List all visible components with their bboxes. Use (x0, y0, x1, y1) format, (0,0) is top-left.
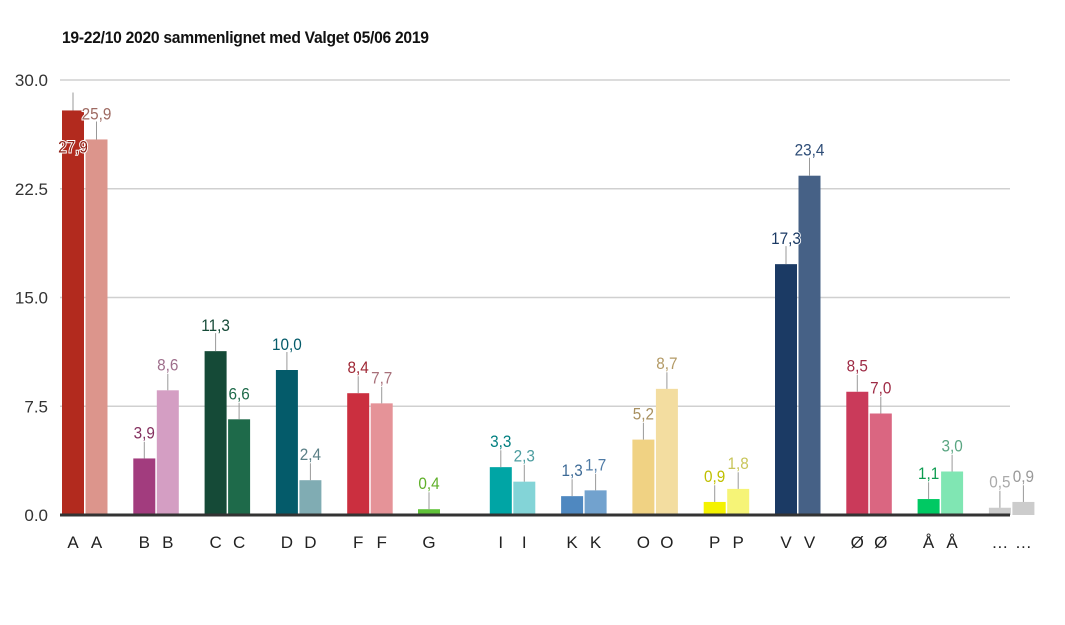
data-label: 0,9 (1013, 467, 1034, 486)
data-label: 0,4 (418, 474, 439, 493)
data-label: 1,1 (918, 464, 939, 483)
bar-P-2020[interactable] (703, 501, 726, 515)
data-label: 23,4 (795, 141, 825, 160)
data-label: 8,5 (847, 357, 868, 376)
data-label: 25,9 (82, 105, 112, 124)
data-label: 1,8 (728, 454, 749, 473)
bar-P-2019[interactable] (727, 488, 750, 515)
bar-…-2020[interactable] (988, 507, 1011, 515)
bar-C-2020[interactable] (204, 351, 227, 515)
bar-K-2020[interactable] (561, 496, 584, 515)
y-tick-label: 22.5 (15, 180, 48, 199)
x-tick-label: F (377, 533, 387, 552)
bar-K-2019[interactable] (584, 490, 607, 515)
bar-Ø-2020[interactable] (846, 391, 869, 515)
x-tick-label: A (91, 533, 103, 552)
x-tick-label: C (233, 533, 245, 552)
x-tick-label: K (590, 533, 602, 552)
data-label: 7,0 (870, 379, 891, 398)
bar-A-2020[interactable] (62, 110, 84, 515)
data-label: 11,3 (201, 316, 230, 335)
bar-V-2019[interactable] (798, 175, 821, 515)
data-label: 8,4 (348, 358, 369, 377)
bar-…-2019[interactable] (1012, 501, 1035, 515)
x-tick-label: A (67, 533, 79, 552)
data-label: 3,0 (941, 437, 962, 456)
x-tick-label: I (522, 533, 527, 552)
bar-Å-2019[interactable] (941, 471, 964, 516)
x-tick-label: Ø (874, 533, 887, 552)
data-label: 27,9 (58, 138, 88, 157)
x-tick-label: P (733, 533, 744, 552)
data-label: 2,3 (514, 447, 535, 466)
bar-F-2020[interactable] (347, 393, 370, 515)
data-label: 3,9 (134, 424, 155, 443)
bar-Ø-2019[interactable] (869, 413, 892, 516)
x-tick-label: Ø (851, 533, 864, 552)
bars (62, 110, 1035, 516)
data-label: 10,0 (272, 335, 302, 354)
y-tick-label: 30.0 (15, 71, 48, 90)
chart-title: 19-22/10 2020 sammenlignet med Valget 05… (62, 28, 429, 47)
data-label: 2,4 (300, 445, 321, 464)
bar-V-2020[interactable] (775, 264, 797, 515)
label-leaders (72, 92, 1024, 510)
data-label: 6,6 (228, 385, 249, 404)
x-tick-label: O (660, 533, 673, 552)
bar-F-2019[interactable] (370, 403, 393, 515)
data-label: 1,7 (585, 456, 606, 475)
data-label: 3,3 (490, 432, 511, 451)
x-axis: A A B B C C D D F F G I I K K O O P P V V Ø Ø Å Å … … (67, 533, 1032, 552)
x-tick-label: V (780, 533, 792, 552)
bar-Å-2020[interactable] (917, 499, 940, 515)
data-label: 8,7 (656, 354, 677, 373)
bar-O-2019[interactable] (655, 388, 678, 515)
x-tick-label: … (991, 533, 1008, 552)
x-tick-label: I (498, 533, 503, 552)
data-label: 0,9 (704, 467, 725, 486)
x-tick-label: … (1015, 533, 1032, 552)
bar-D-2019[interactable] (299, 480, 322, 515)
x-tick-label: D (281, 533, 293, 552)
x-tick-label: C (209, 533, 221, 552)
bar-A-2019[interactable] (85, 139, 108, 515)
data-labels: 27,9 25,9 3,9 8,6 11,3 6,6 10,0 2,4 8,47,7 0,4 3,3… (57, 104, 1035, 495)
bar-I-2020[interactable] (489, 467, 512, 515)
x-tick-label: B (139, 533, 150, 552)
data-label: 1,3 (561, 461, 582, 480)
bar-B-2019[interactable] (156, 390, 179, 515)
bar-D-2020[interactable] (275, 370, 298, 515)
x-tick-label: V (804, 533, 816, 552)
x-tick-label: F (353, 533, 363, 552)
bar-I-2019[interactable] (513, 481, 536, 515)
x-tick-label: K (566, 533, 578, 552)
data-label: 17,3 (771, 229, 801, 248)
x-tick-label: P (709, 533, 720, 552)
data-label: 8,6 (157, 356, 178, 375)
data-label: 7,7 (371, 369, 392, 388)
bar-B-2020[interactable] (133, 458, 156, 515)
x-tick-label: Å (923, 533, 935, 552)
x-tick-label: D (304, 533, 316, 552)
x-tick-label: B (162, 533, 173, 552)
bar-O-2020[interactable] (632, 439, 655, 515)
bar-G-2020[interactable] (418, 509, 440, 515)
data-label: 5,2 (633, 405, 654, 424)
y-tick-label: 15.0 (15, 289, 48, 308)
data-label: 0,5 (989, 473, 1010, 492)
x-tick-label: O (637, 533, 650, 552)
y-axis: 0.0 7.5 15.0 22.5 30.0 (15, 71, 48, 525)
x-tick-label: G (422, 533, 435, 552)
x-tick-label: Å (946, 533, 958, 552)
y-tick-label: 0.0 (24, 506, 48, 525)
bar-C-2019[interactable] (228, 419, 251, 515)
y-tick-label: 7.5 (24, 397, 48, 416)
